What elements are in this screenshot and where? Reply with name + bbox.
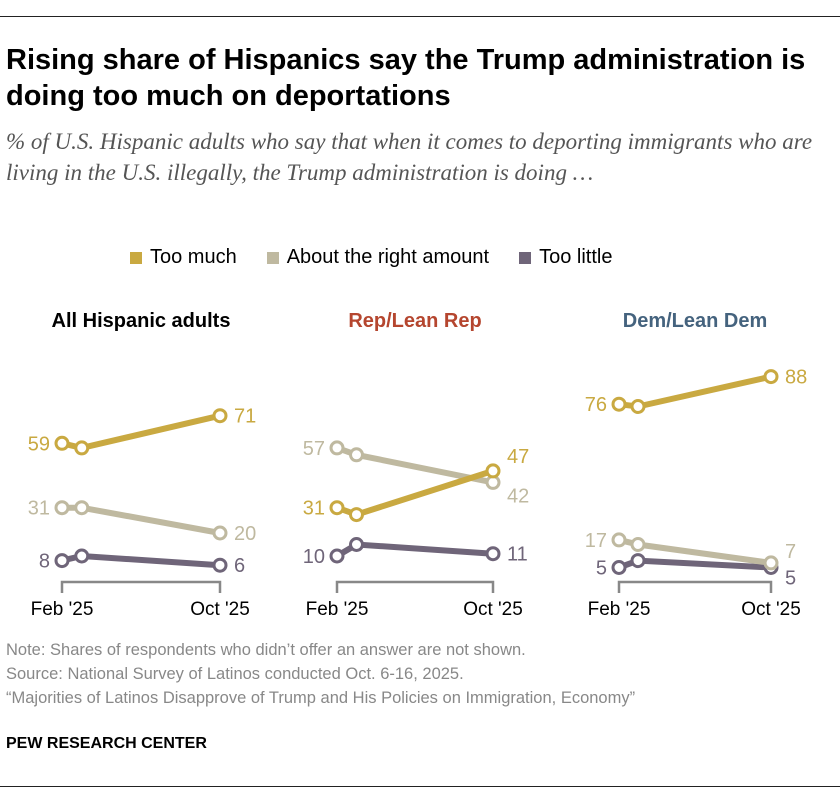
data-point [54, 500, 70, 516]
data-point [74, 500, 90, 516]
data-label: 59 [28, 433, 50, 455]
data-label: 71 [234, 406, 256, 428]
x-tick-label: Oct '25 [741, 599, 801, 620]
legend-swatch [266, 251, 279, 264]
data-point [611, 396, 627, 412]
data-label: 11 [507, 544, 528, 566]
data-point [74, 440, 90, 456]
data-point [329, 440, 345, 456]
data-label: 10 [303, 546, 325, 568]
panel-1: Feb '25 Oct '25 10 11 57 42 31 47 [303, 438, 530, 620]
legend-label: About the right amount [286, 246, 490, 268]
data-label: 88 [785, 367, 807, 389]
data-label: 8 [39, 551, 50, 573]
source-text: Source: National Survey of Latinos condu… [6, 665, 464, 683]
data-label: 17 [585, 530, 607, 552]
data-point [763, 369, 779, 385]
data-label: 47 [507, 446, 529, 468]
legend-swatch [130, 251, 142, 264]
panel-2: Feb '25 Oct '25 5 5 17 7 76 88 [585, 367, 808, 620]
bottom-rule [0, 786, 840, 787]
data-point [630, 399, 646, 414]
x-axis-bracket [617, 580, 773, 593]
data-label: 6 [234, 555, 245, 577]
chart-subtitle: % of U.S. Hispanic adults who say that w… [6, 129, 813, 185]
panel-title-all: All Hispanic adults [51, 310, 231, 332]
series-line-too-much [335, 468, 494, 518]
data-point [485, 546, 501, 562]
top-rule [0, 16, 840, 17]
x-axis-bracket [60, 580, 222, 593]
data-point [763, 555, 779, 571]
data-point [611, 560, 627, 575]
panel-title-dem: Dem/Lean Dem [622, 310, 768, 332]
x-tick-label: Feb '25 [588, 599, 651, 620]
data-point [630, 537, 646, 552]
data-point [329, 548, 345, 564]
note-text: Note: Shares of respondents who didn’t o… [6, 641, 526, 659]
data-label: 57 [303, 438, 325, 460]
data-label: 7 [785, 541, 796, 563]
data-point [54, 435, 70, 451]
panel-0: Feb '25 Oct '25 8 6 31 20 59 71 [28, 406, 257, 620]
x-tick-label: Oct '25 [190, 599, 250, 620]
legend: Too much About the right amount Too litt… [130, 246, 612, 269]
data-point [349, 507, 364, 523]
data-label: 5 [596, 558, 607, 580]
data-point [212, 408, 228, 424]
legend-item-too-little: Too little [519, 246, 612, 269]
data-point [485, 463, 501, 479]
x-tick-label: Feb '25 [31, 599, 94, 620]
data-point [630, 553, 646, 569]
panel-title-rep: Rep/Lean Rep [348, 310, 482, 332]
data-label: 31 [303, 498, 325, 520]
legend-swatch [519, 251, 532, 264]
data-point [349, 537, 364, 552]
data-point [74, 548, 90, 564]
x-tick-label: Oct '25 [463, 599, 523, 620]
data-label: 42 [507, 485, 529, 507]
chart-title: Rising share of Hispanics say the Trump … [6, 44, 806, 112]
data-point [212, 557, 228, 573]
x-axis-bracket [335, 580, 495, 593]
legend-item-too-much: Too much [130, 246, 237, 269]
legend-item-about-right: About the right amount [266, 246, 490, 269]
brand-logo-text: PEW RESEARCH CENTER [6, 735, 207, 752]
data-point [212, 525, 228, 541]
data-point [349, 447, 364, 463]
data-point [54, 553, 70, 569]
legend-label: Too little [539, 246, 613, 268]
report-title: “Majorities of Latinos Disapprove of Tru… [6, 689, 636, 707]
data-label: 31 [28, 498, 50, 520]
data-point [329, 500, 345, 516]
data-label: 5 [785, 568, 796, 590]
data-point [611, 532, 627, 548]
data-label: 76 [585, 394, 607, 416]
x-tick-label: Feb '25 [306, 599, 369, 620]
data-label: 20 [234, 523, 256, 545]
notes: Note: Shares of respondents who didn’t o… [6, 638, 635, 710]
legend-label: Too much [150, 246, 237, 268]
